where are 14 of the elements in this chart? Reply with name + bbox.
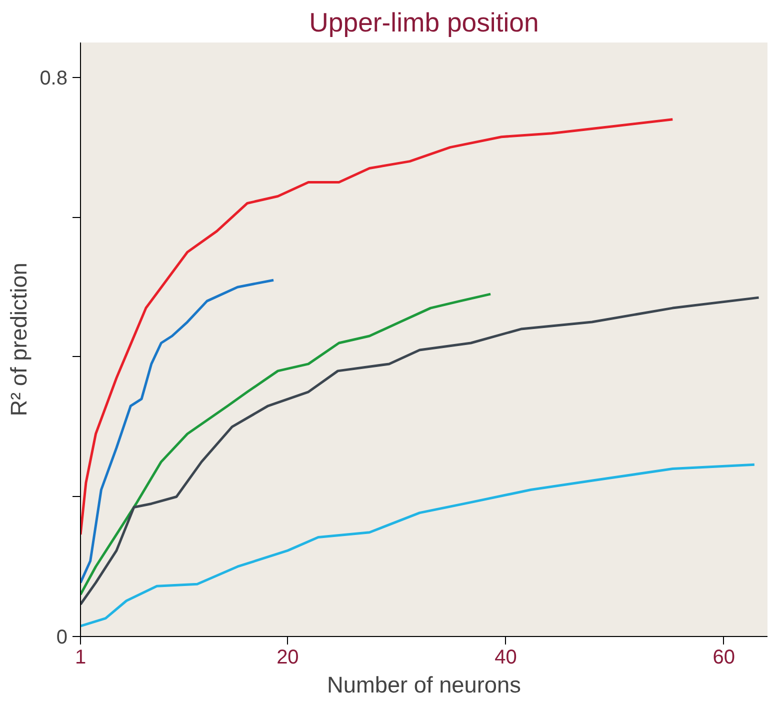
line-series xyxy=(80,278,275,584)
x-tick-label: 1 xyxy=(74,646,86,668)
x-axis-title: Number of neurons xyxy=(327,672,521,698)
line-series xyxy=(80,118,674,536)
x-tick-label: 40 xyxy=(494,646,517,668)
x-tick-label: 20 xyxy=(276,646,299,668)
y-tick-label: 0.8 xyxy=(40,67,68,90)
y-tick-label: 0 xyxy=(56,626,68,648)
x-tick-label: 60 xyxy=(712,646,736,668)
line-series xyxy=(80,463,756,628)
line-series xyxy=(80,292,492,596)
chart-title: Upper-limb position xyxy=(309,8,539,38)
y-axis-title: R² of prediction xyxy=(6,262,32,416)
line-series xyxy=(80,296,760,606)
